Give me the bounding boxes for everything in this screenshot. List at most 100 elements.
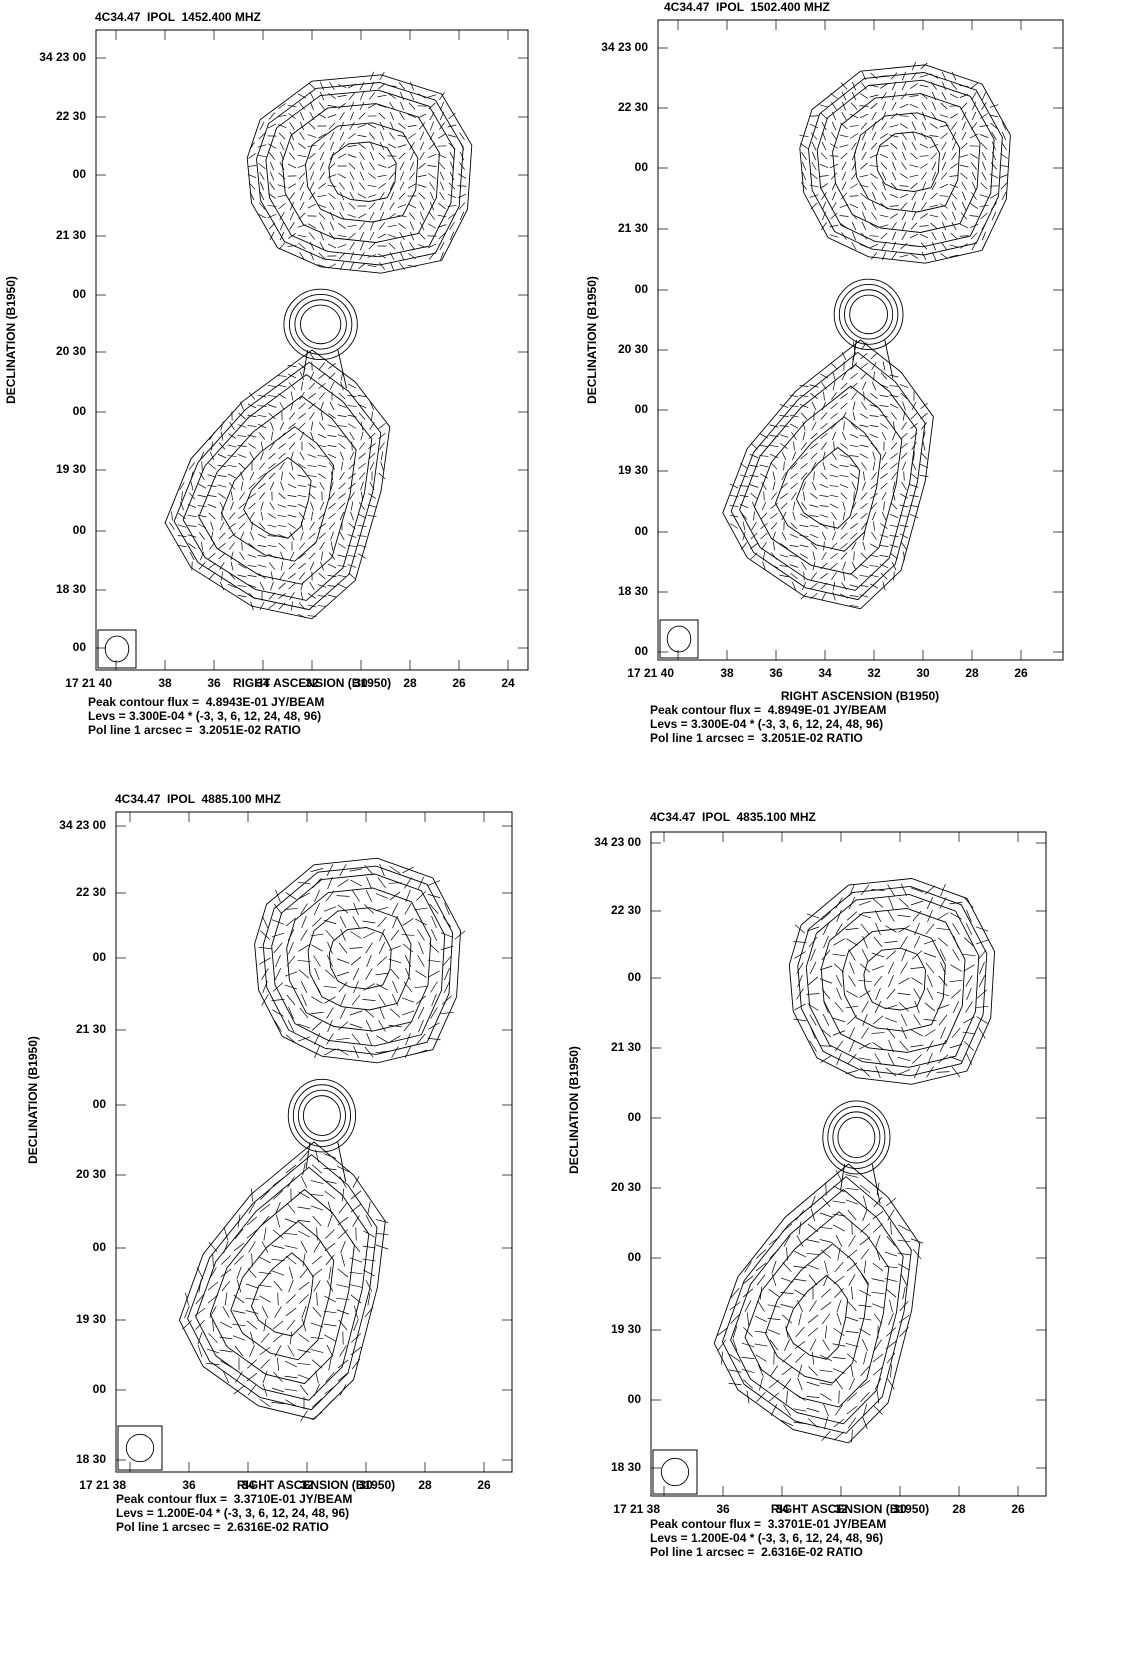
pol-vector <box>861 553 867 559</box>
pol-vector <box>250 472 254 480</box>
pol-vector <box>830 156 839 157</box>
pol-vector <box>885 1018 897 1023</box>
pol-vector <box>859 1329 870 1336</box>
caption-line: Peak contour flux = 4.8943E-01 JY/BEAM <box>88 695 324 709</box>
pol-vector <box>261 452 264 461</box>
pol-vector <box>928 975 933 987</box>
pol-vector <box>803 492 804 501</box>
y-tick-label: 00 <box>93 1240 107 1254</box>
pol-vector <box>951 233 958 239</box>
pol-vector <box>821 442 826 449</box>
pol-vector <box>379 433 386 439</box>
pol-vector <box>820 505 829 506</box>
pol-vector <box>802 152 807 159</box>
pol-vector <box>848 1210 856 1220</box>
pol-vector <box>251 1189 252 1202</box>
pol-vector <box>883 362 885 371</box>
panel-title: 4C34.47 IPOL 4885.100 MHZ <box>115 792 281 806</box>
pol-vector <box>782 1367 792 1375</box>
pol-vector <box>429 143 435 150</box>
x-tick-label: 28 <box>952 1502 966 1516</box>
pol-vector <box>921 202 926 209</box>
pol-vector <box>285 985 297 989</box>
pol-vector <box>248 165 257 166</box>
pol-vector <box>794 1290 805 1297</box>
contour <box>845 290 893 339</box>
pol-vector <box>288 506 297 507</box>
pol-vector <box>235 1346 243 1356</box>
pol-vector <box>863 472 864 481</box>
pol-vector <box>924 953 936 957</box>
pol-vector <box>902 142 906 150</box>
pol-vector <box>899 1327 908 1336</box>
pol-vector <box>820 515 829 518</box>
pol-vector <box>977 990 987 998</box>
pol-vector <box>798 1378 803 1390</box>
pol-vector <box>950 913 961 919</box>
pol-vector <box>400 182 404 190</box>
pol-vector <box>963 1017 974 1023</box>
x-tick-label: 36 <box>207 676 221 690</box>
pol-vector <box>830 235 839 238</box>
pol-vector <box>751 493 758 499</box>
pol-vector <box>280 152 283 160</box>
pol-vector <box>902 222 905 230</box>
pol-vector <box>252 1254 253 1267</box>
pol-vector <box>338 575 347 577</box>
pol-vector <box>246 1284 258 1288</box>
pol-vector <box>872 1279 885 1282</box>
pol-vector <box>285 1389 298 1391</box>
pol-vector <box>901 93 907 100</box>
pol-vector <box>398 204 406 207</box>
pol-vector <box>886 1068 896 1076</box>
pol-vector <box>842 562 845 570</box>
pol-vector <box>388 235 397 238</box>
pol-vector <box>369 203 375 209</box>
pol-vector <box>862 1339 867 1351</box>
pol-vector <box>298 94 306 98</box>
pol-vector <box>197 1267 203 1279</box>
pol-vector <box>290 552 294 560</box>
pol-vector <box>891 472 896 479</box>
pol-vector <box>329 553 335 560</box>
pol-vector <box>376 973 389 975</box>
pol-vector <box>324 920 336 924</box>
pol-vector <box>330 402 334 410</box>
pol-vector <box>378 878 386 888</box>
pol-vector <box>941 212 946 219</box>
pol-vector <box>408 125 417 126</box>
pol-vector <box>279 583 286 589</box>
pol-vector <box>417 930 424 941</box>
pol-vector <box>758 1300 765 1311</box>
pol-vector <box>831 363 837 369</box>
pol-vector <box>730 506 739 507</box>
pol-vector <box>820 1213 832 1217</box>
pol-vector <box>338 244 346 247</box>
pol-vector <box>963 1032 976 1034</box>
pol-vector <box>405 903 412 914</box>
pol-vector <box>430 192 433 200</box>
contour <box>843 928 946 1031</box>
pol-vector <box>328 193 335 199</box>
pol-vector <box>741 542 747 549</box>
pol-vector <box>444 968 449 980</box>
pol-vector <box>821 382 826 389</box>
pol-vector <box>842 412 847 420</box>
pol-vector <box>250 452 254 460</box>
pol-vector <box>209 573 215 580</box>
pol-vector <box>320 542 325 550</box>
pol-vector <box>329 523 335 530</box>
pol-vector <box>830 553 837 558</box>
pol-vector <box>228 434 236 439</box>
pol-vector <box>772 1261 776 1273</box>
pol-vector <box>448 125 457 127</box>
pol-vector <box>851 383 858 389</box>
pol-vector <box>750 485 759 488</box>
pol-vector <box>418 163 425 169</box>
pol-vector <box>311 1180 324 1183</box>
pol-vector <box>769 1237 779 1245</box>
pol-vector <box>311 1206 323 1210</box>
pol-vector <box>965 898 973 908</box>
pol-vector <box>922 192 925 200</box>
pol-vector <box>861 493 867 500</box>
